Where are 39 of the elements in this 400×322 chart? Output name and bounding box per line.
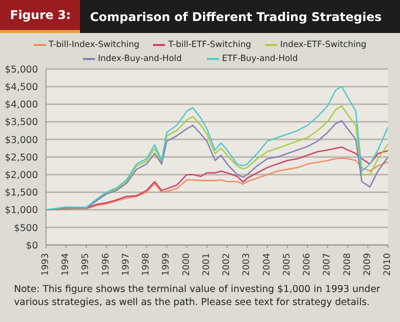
x-tick-label: 1993 — [41, 253, 51, 276]
y-tick-label: $5,000 — [4, 64, 38, 76]
y-tick-label: $1,000 — [4, 205, 38, 216]
line-series — [46, 86, 388, 210]
y-tick-label: $1,500 — [4, 188, 38, 199]
x-tick-label: 2000 — [182, 252, 192, 276]
chart-title: Comparison of Different Trading Strategies — [89, 8, 382, 26]
x-tick-label: 2003 — [242, 253, 252, 276]
x-tick-label: 2010 — [383, 252, 393, 276]
y-tick-label: $500 — [14, 222, 38, 234]
legend-label: T-bill-ETF-Switching — [167, 39, 252, 51]
x-tick-label: 1999 — [162, 252, 172, 276]
line-series — [46, 146, 388, 210]
y-tick-label: $4,000 — [4, 100, 38, 111]
x-tick-label: 2008 — [342, 252, 353, 276]
caption: Figure 3: — [0, 0, 80, 33]
y-tick-label: $0 — [26, 240, 38, 252]
x-tick-label: 2004 — [262, 252, 272, 276]
y-tick-label: $4,500 — [4, 82, 38, 93]
legend-label: Index-Buy-and-Hold — [97, 53, 183, 65]
y-tick-label: $2,000 — [4, 170, 38, 181]
x-tick-label: 1995 — [81, 253, 92, 276]
x-tick-label: 2001 — [202, 253, 212, 276]
x-tick-label: 1996 — [101, 252, 112, 276]
x-tick-label: 1997 — [121, 253, 132, 276]
y-tick-label: $3,000 — [4, 134, 38, 146]
x-tick-label: 2006 — [302, 252, 313, 276]
x-tick-label: 1998 — [142, 252, 152, 276]
x-tick-label: 2002 — [222, 253, 232, 276]
x-tick-label: 2005 — [282, 253, 292, 276]
legend-label: T-bill-Index-Switching — [48, 39, 140, 51]
x-tick-label: 1994 — [61, 252, 72, 276]
x-tick-label: 2009 — [362, 252, 373, 276]
legend-label: Index-ETF-Switching — [279, 39, 366, 51]
y-tick-label: $3,500 — [4, 117, 38, 128]
y-tick-label: $2,500 — [4, 152, 38, 164]
text: Note: This figure shows the terminal value of investing $1,000 in 1993 under various strategies, as well as the path. Please see text for strategy details. — [13, 283, 382, 309]
legend-label: ETF-Buy-and-Hold — [221, 53, 299, 65]
x-tick-label: 2007 — [322, 253, 333, 276]
